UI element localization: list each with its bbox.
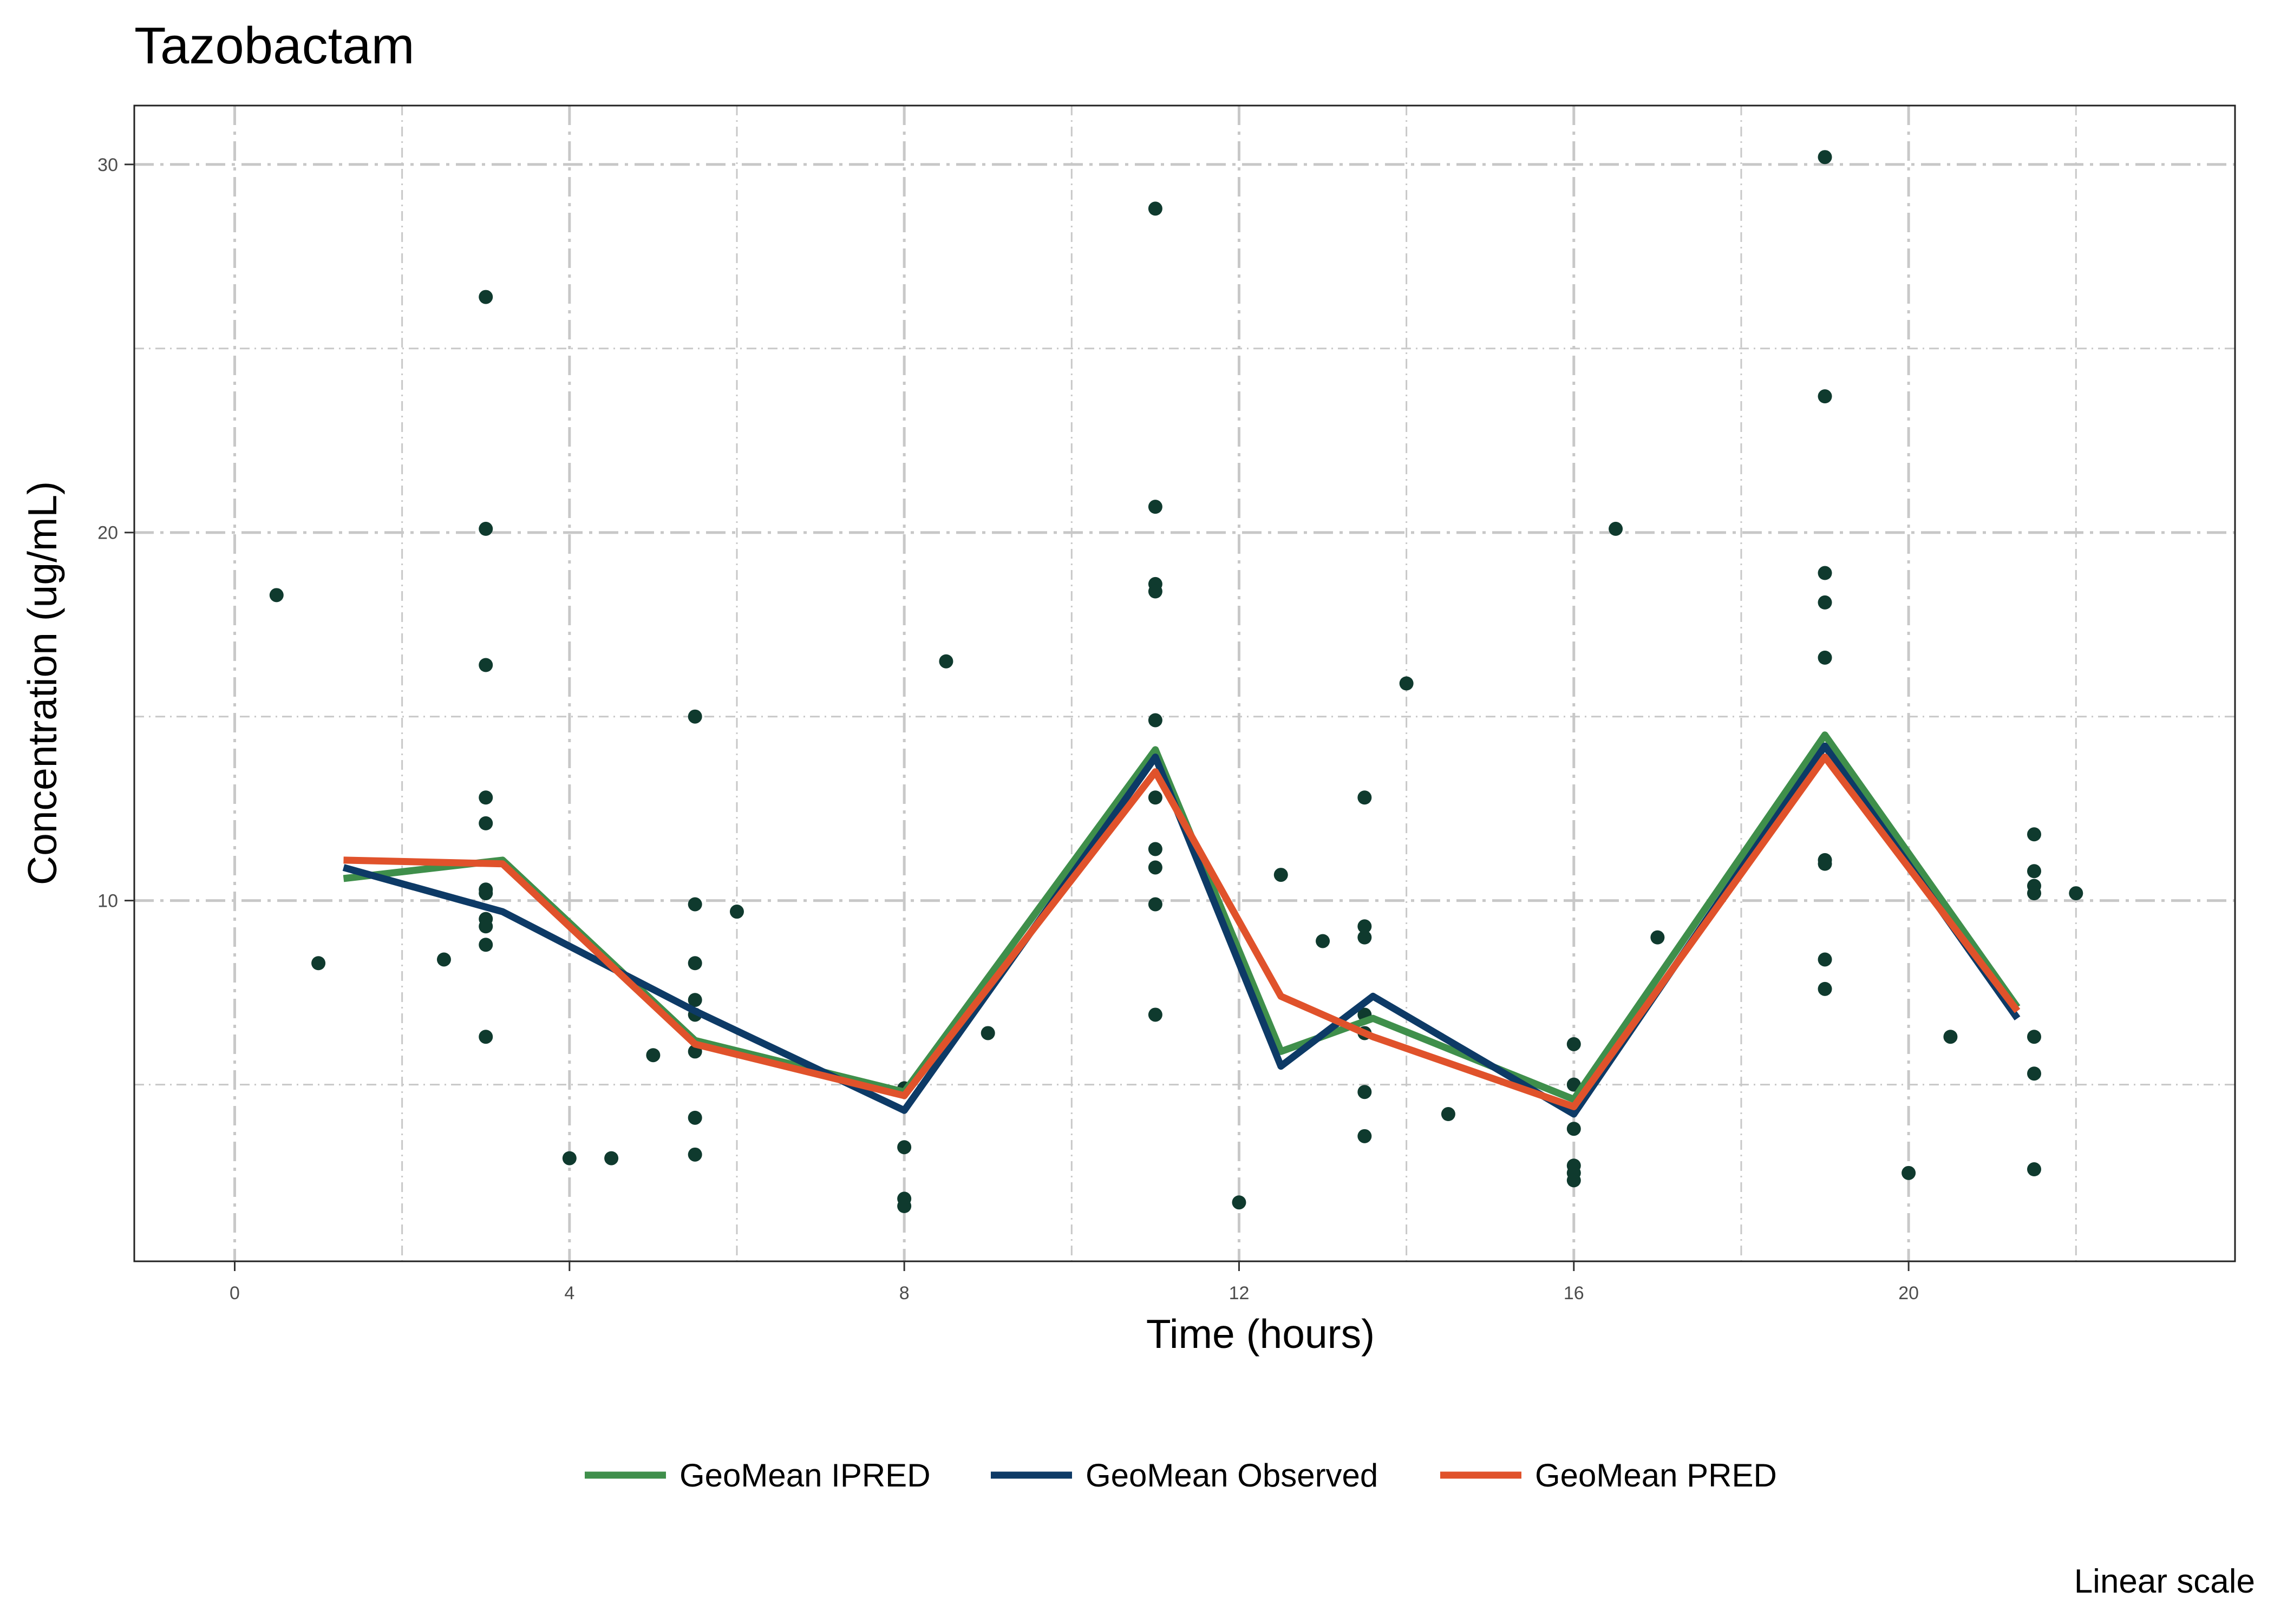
- observation-point: [1943, 1030, 1958, 1044]
- observation-point: [981, 1026, 995, 1040]
- observation-point: [1148, 860, 1162, 875]
- legend-label: GeoMean PRED: [1535, 1457, 1777, 1494]
- observation-point: [479, 290, 493, 304]
- observation-point: [1232, 1195, 1246, 1210]
- x-tick-label: 20: [1898, 1283, 1919, 1304]
- observation-point: [688, 897, 702, 912]
- chart-title: Tazobactam: [134, 17, 415, 75]
- observation-point: [436, 952, 451, 967]
- observation-point: [1818, 952, 1832, 967]
- observation-point: [1316, 934, 1330, 948]
- y-tick-label: 10: [97, 891, 118, 912]
- x-tick-label: 12: [1229, 1283, 1250, 1304]
- observation-point: [1818, 150, 1832, 165]
- observation-point: [1441, 1107, 1455, 1122]
- observation-point: [2027, 886, 2042, 901]
- observations: [269, 150, 2083, 1214]
- observation-point: [2027, 1162, 2042, 1177]
- observation-point: [1148, 584, 1162, 599]
- observation-point: [479, 790, 493, 805]
- observation-point: [1357, 1129, 1372, 1143]
- observation-point: [269, 588, 284, 603]
- observation-point: [1357, 1085, 1372, 1099]
- x-tick-label: 4: [564, 1283, 574, 1304]
- legend: GeoMean IPRED GeoMean Observed GeoMean PRE…: [585, 1457, 1777, 1494]
- observation-point: [897, 1140, 912, 1155]
- observation-point: [1357, 930, 1372, 945]
- y-tick-label: 20: [97, 523, 118, 543]
- observation-point: [479, 938, 493, 952]
- observation-point: [2027, 1066, 2042, 1081]
- x-axis-title: Time (hours): [1146, 1311, 1375, 1357]
- observation-point: [1148, 201, 1162, 216]
- observation-point: [1818, 566, 1832, 580]
- x-tick-label: 0: [230, 1283, 240, 1304]
- observation-point: [1148, 897, 1162, 912]
- axes: 0 4 8 12 16 20 10 20 30: [97, 155, 1919, 1304]
- observation-point: [1357, 919, 1372, 934]
- observation-point: [2027, 864, 2042, 879]
- observation-point: [479, 658, 493, 672]
- observation-point: [1148, 842, 1162, 856]
- observation-point: [479, 1030, 493, 1044]
- observation-point: [688, 993, 702, 1007]
- grid: [134, 106, 2235, 1261]
- y-tick-label: 30: [97, 155, 118, 175]
- observation-point: [479, 886, 493, 901]
- observation-point: [1357, 790, 1372, 805]
- observation-point: [688, 709, 702, 724]
- x-tick-label: 8: [899, 1283, 910, 1304]
- observation-point: [1650, 930, 1665, 945]
- legend-label: GeoMean Observed: [1086, 1457, 1378, 1494]
- caption: Linear scale: [2074, 1563, 2255, 1600]
- observation-point: [2069, 886, 2083, 901]
- observation-point: [1818, 650, 1832, 665]
- series-line-geomean-pred: [343, 754, 2021, 1110]
- series-lines: [342, 731, 2021, 1118]
- observation-point: [1148, 500, 1162, 514]
- observation-point: [1566, 1173, 1581, 1188]
- observation-point: [1148, 713, 1162, 728]
- observation-point: [479, 919, 493, 934]
- observation-point: [1566, 1122, 1581, 1136]
- observation-point: [1148, 790, 1162, 805]
- observation-point: [688, 1147, 702, 1162]
- observation-point: [1566, 1037, 1581, 1051]
- observation-point: [2027, 1030, 2042, 1044]
- observation-point: [897, 1199, 912, 1214]
- observation-point: [1818, 856, 1832, 871]
- observation-point: [688, 956, 702, 971]
- observation-point: [1609, 521, 1623, 536]
- observation-point: [311, 956, 326, 971]
- observation-point: [646, 1048, 661, 1063]
- observation-point: [1818, 389, 1832, 404]
- observation-point: [1901, 1165, 1916, 1180]
- plot-panel-border: [133, 104, 2236, 1262]
- legend-label: GeoMean IPRED: [679, 1457, 931, 1494]
- observation-point: [688, 1110, 702, 1125]
- observation-point: [1818, 595, 1832, 610]
- observation-point: [479, 816, 493, 830]
- observation-point: [939, 654, 953, 669]
- observation-point: [1818, 981, 1832, 996]
- observation-point: [1399, 676, 1414, 691]
- y-axis-title: Concentration (ug/mL): [19, 481, 65, 885]
- observation-point: [1273, 868, 1288, 882]
- observation-point: [604, 1151, 619, 1165]
- observation-point: [1148, 1007, 1162, 1022]
- observation-point: [2027, 827, 2042, 842]
- observation-point: [479, 521, 493, 536]
- observation-point: [729, 905, 744, 919]
- x-tick-label: 16: [1564, 1283, 1584, 1304]
- observation-point: [562, 1151, 577, 1165]
